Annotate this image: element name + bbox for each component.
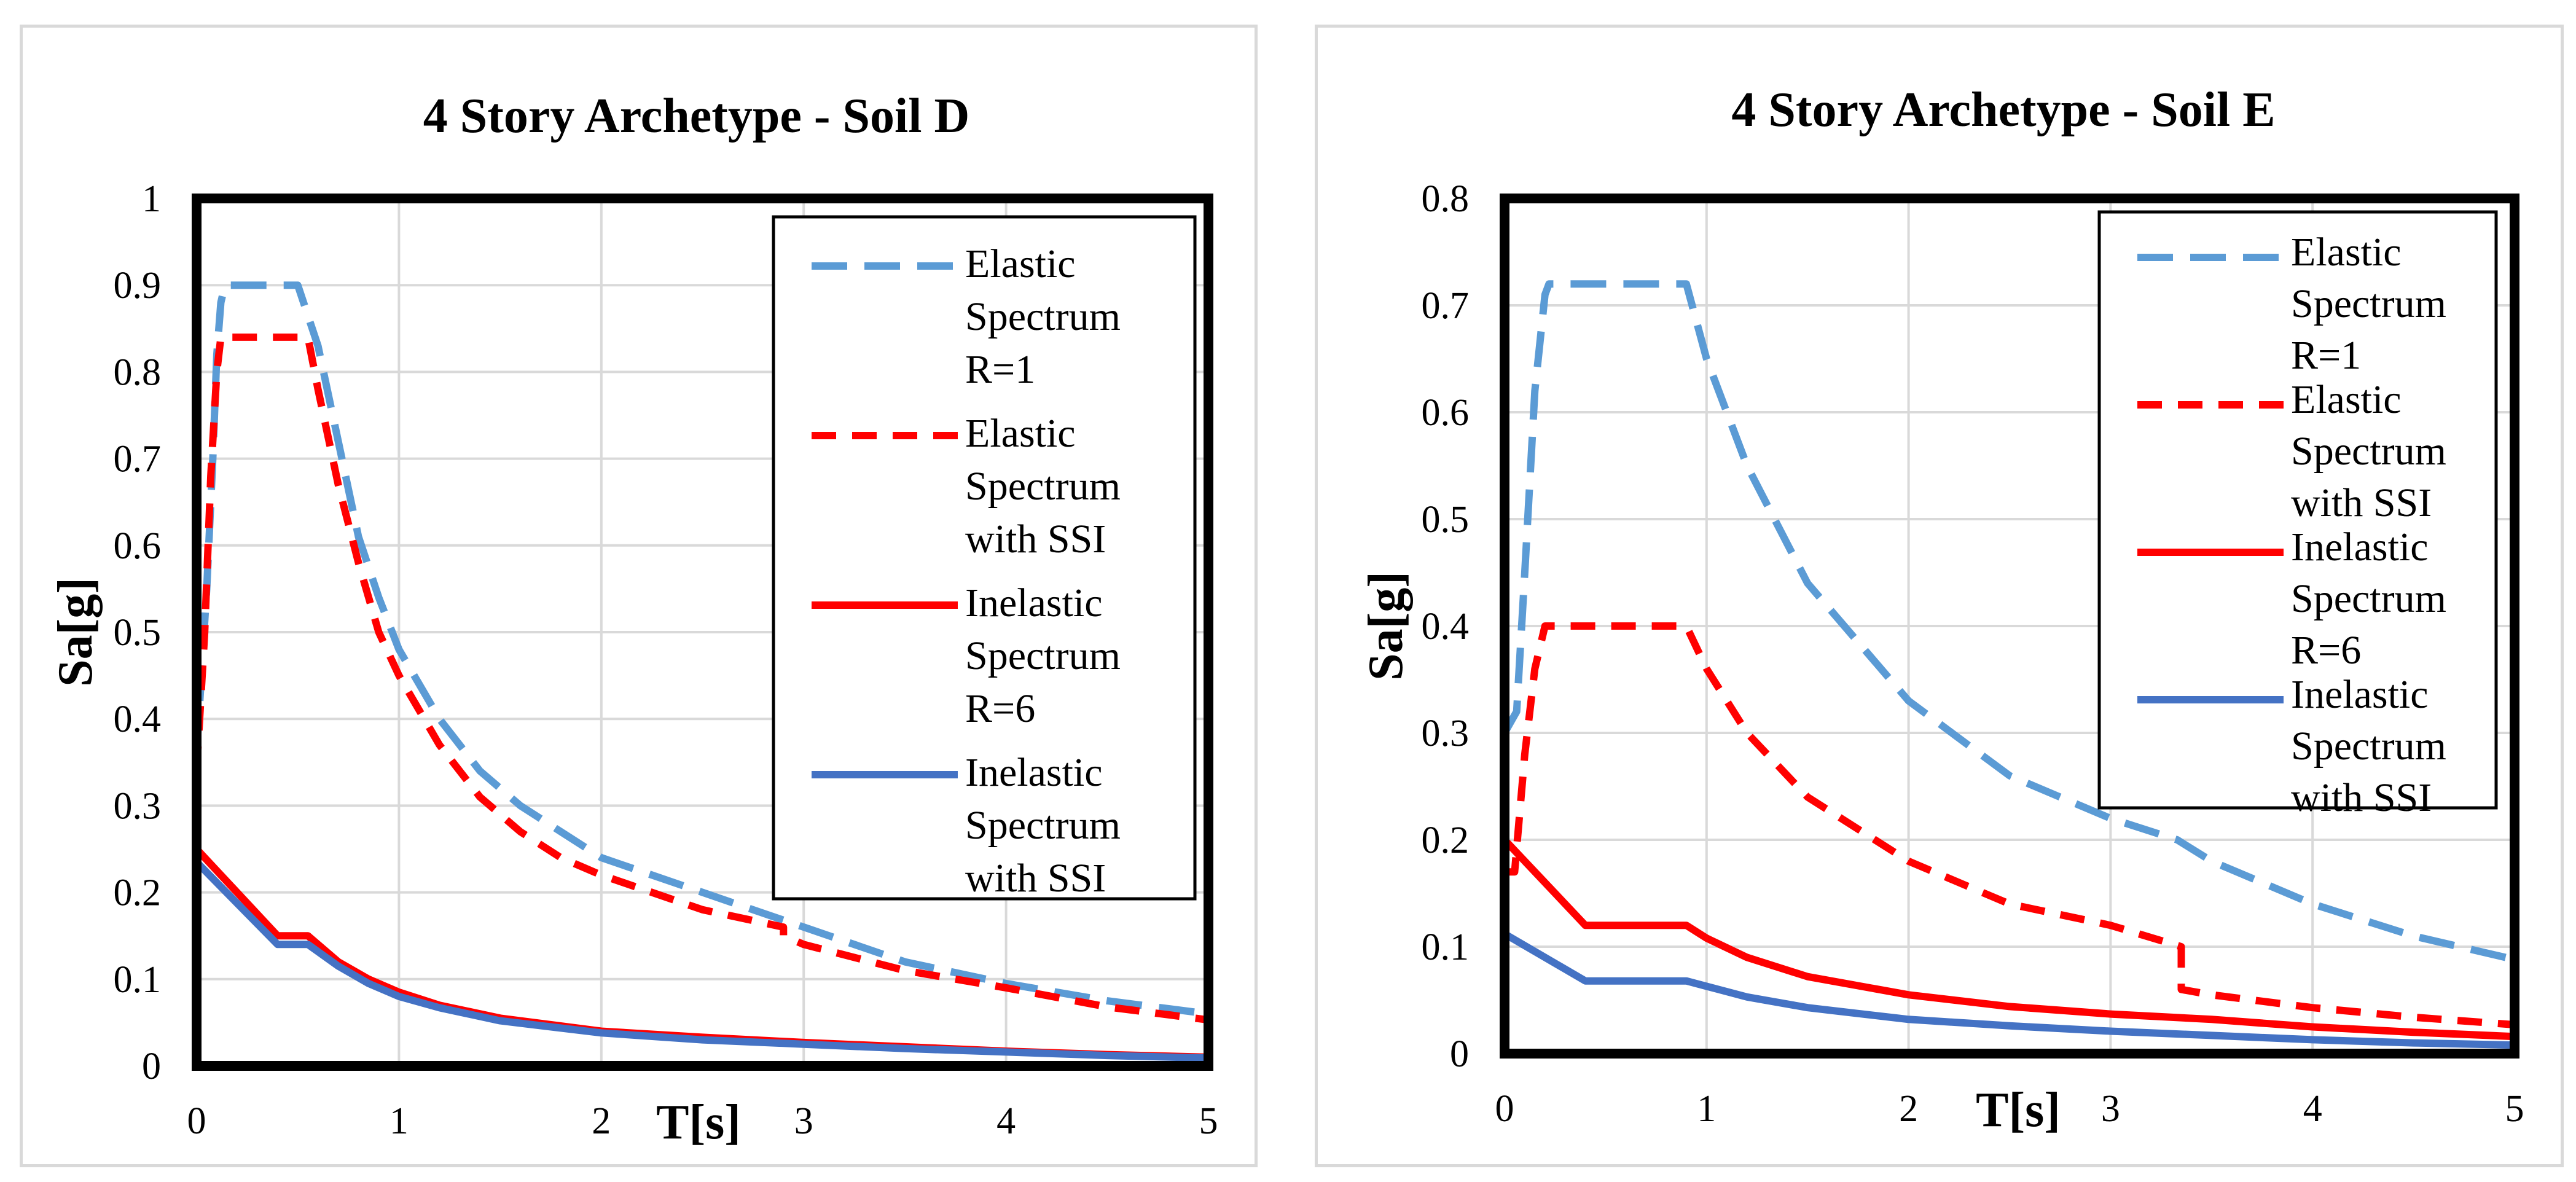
legend-label-2: Spectrum [965,464,1121,509]
y-tick-label: 0.2 [114,872,162,914]
x-tick-label: 2 [1899,1088,1918,1130]
legend-label-4: with SSI [2291,775,2432,820]
y-tick-label: 0 [142,1046,161,1087]
x-tick-label: 3 [794,1100,813,1142]
chart-soil-d: 4 Story Archetype - Soil D 0 0.1 0.2 0.3 0.4 0… [49,89,1218,1149]
y-axis-label: Sa[g] [49,577,103,687]
series-line-2 [1505,622,2515,1028]
legend-label-3: Spectrum [2291,576,2446,621]
x-tick-label: 2 [592,1100,611,1142]
x-tick-label: 5 [1199,1100,1218,1142]
x-tick-label: 1 [390,1100,409,1142]
x-tick-label: 4 [2303,1088,2322,1130]
legend-box [772,215,1197,901]
y-tick-label: 0.5 [1422,499,1470,541]
legend-label-1: Elastic [965,241,1076,286]
chart-panel-soil-d: 4 Story Archetype - Soil D 0 0.1 0.2 0.3 0.4 0… [20,25,1258,1167]
chart-panel-soil-e: 4 Story Archetype - Soil E 0 0.1 0.2 0.3 0.4 0… [1315,25,2564,1167]
plot-area-frame [192,194,1213,1071]
x-tick-label: 3 [2101,1088,2120,1130]
y-tick-label: 0 [1450,1033,1469,1075]
y-tick-label: 0.2 [1422,820,1470,861]
x-tick-label: 5 [2505,1088,2524,1130]
chart-title: 4 Story Archetype - Soil E [1731,83,2275,137]
y-tick-label: 0.3 [1422,713,1470,754]
legend-label-3: Inelastic [2291,525,2429,569]
legend-label-4: Inelastic [2291,672,2429,717]
y-tick-label: 0.4 [114,699,162,740]
y-tick-label: 0.8 [1422,178,1470,220]
legend-label-1: Elastic [2291,230,2402,275]
legend-label-4: Inelastic [965,750,1103,795]
y-tick-label: 0.6 [1422,392,1470,434]
y-tick-label: 0.1 [1422,926,1470,968]
x-tick-label: 1 [1697,1088,1716,1130]
series-line-1 [1501,280,2516,963]
plot-area-frame [1500,194,2519,1059]
legend-label-2: with SSI [2291,480,2432,525]
y-tick-label: 0.9 [114,265,162,307]
chart-soil-e: 4 Story Archetype - Soil E 0 0.1 0.2 0.3 0.4 0… [1359,83,2524,1137]
series-line-3 [1501,837,2515,1041]
y-tick-label: 0.7 [114,439,162,480]
series-line-4 [194,859,1209,1062]
y-tick-label: 0.6 [114,525,162,567]
legend-box [2097,210,2498,810]
legend-label-3: R=6 [965,686,1035,731]
y-tick-label: 1 [142,178,161,220]
legend-label-3: Inelastic [965,581,1103,625]
legend-label-4: with SSI [965,856,1106,901]
legend-label-2: Spectrum [2291,429,2446,474]
y-tick-label: 0.7 [1422,285,1470,327]
x-tick-label: 4 [996,1100,1016,1142]
legend-label-1: R=1 [965,347,1035,392]
legend-label-2: Elastic [965,411,1076,456]
legend-label-1: Spectrum [965,294,1121,339]
series-line-4 [1502,930,2515,1049]
legend-label-4: Spectrum [965,803,1121,848]
x-tick-label: 0 [1495,1088,1514,1130]
chart-title: 4 Story Archetype - Soil D [423,89,970,143]
y-axis-label: Sa[g] [1359,571,1413,681]
legend-label-3: Spectrum [965,633,1121,678]
legend-label-1: Spectrum [2291,281,2446,326]
legend-label-2: Elastic [2291,377,2402,422]
series-line-2 [193,333,1209,1024]
legend-label-1: R=1 [2291,333,2361,378]
x-axis-label: T[s] [656,1095,741,1149]
y-tick-label: 0.4 [1422,606,1470,648]
y-tick-label: 0.1 [114,959,162,1001]
legend-label-4: Spectrum [2291,724,2446,769]
series-line-1 [193,281,1209,1018]
x-axis-label: T[s] [1976,1083,2061,1137]
y-tick-label: 0.8 [114,351,162,393]
legend-label-3: R=6 [2291,628,2361,673]
y-tick-label: 0.5 [114,612,162,654]
y-tick-label: 0.3 [114,785,162,827]
x-tick-label: 0 [187,1100,206,1142]
legend-label-2: with SSI [965,517,1106,562]
